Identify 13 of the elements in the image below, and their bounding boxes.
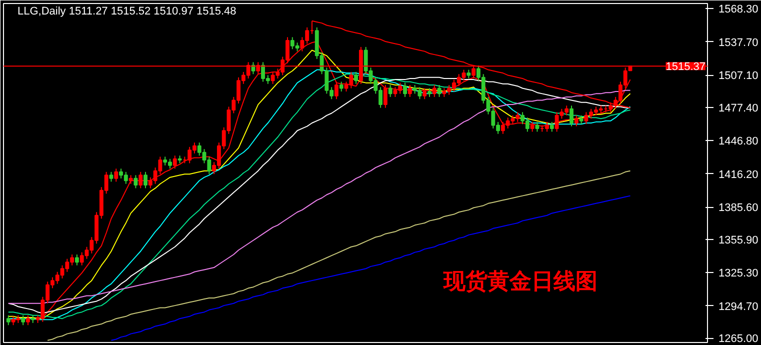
y-tick-label: 1325.30 — [718, 268, 758, 280]
annotation: 现货黄金日线图 — [442, 270, 598, 294]
y-tick-label: 1385.60 — [718, 202, 758, 214]
y-tick-label: 1294.70 — [718, 300, 758, 313]
y-tick-label: 1507.10 — [718, 70, 758, 82]
y-tick-label: 1265.00 — [718, 333, 758, 345]
y-tick-label: 1477.40 — [718, 102, 758, 114]
y-tick-label: 1446.80 — [718, 136, 758, 148]
y-tick-label: 1355.90 — [718, 234, 758, 246]
y-tick-label: 1416.20 — [718, 168, 758, 181]
chart-title: LLG,Daily 1511.27 1515.52 1510.97 1515.48 — [18, 6, 236, 18]
y-tick-label: 1537.70 — [718, 36, 758, 49]
y-tick-label: 1568.30 — [718, 4, 758, 16]
